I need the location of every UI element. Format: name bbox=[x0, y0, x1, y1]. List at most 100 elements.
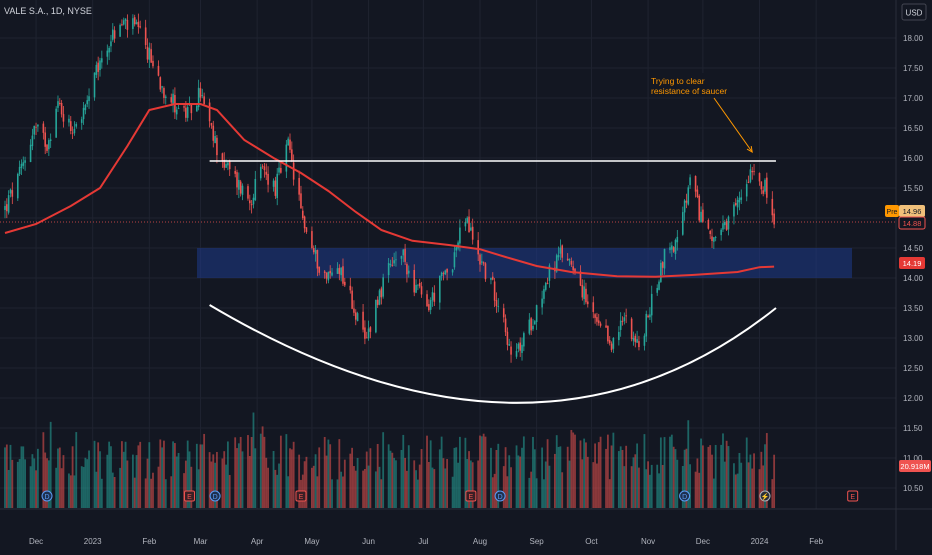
earnings-marker-label: E bbox=[469, 494, 474, 501]
candle-body bbox=[144, 27, 147, 46]
volume-bar bbox=[121, 441, 123, 508]
earnings-marker[interactable] bbox=[465, 490, 477, 502]
candle-body bbox=[638, 341, 640, 348]
dividend-marker-label: D bbox=[213, 494, 218, 501]
volume-bar bbox=[572, 432, 575, 508]
candle-body bbox=[291, 149, 293, 161]
split-marker[interactable] bbox=[759, 490, 771, 502]
candle-body bbox=[687, 187, 690, 205]
candle-body bbox=[300, 193, 302, 209]
price-axis[interactable]: 10.50 11.00 11.50 12.00 12.50 13.00 13.50 14.00… bbox=[903, 34, 924, 493]
volume-bar bbox=[364, 469, 366, 508]
currency-label: USD bbox=[906, 9, 923, 18]
volume-bar bbox=[285, 434, 288, 508]
currency-button[interactable] bbox=[901, 3, 927, 21]
price-tick-label: 14.50 bbox=[903, 244, 924, 253]
candle-body bbox=[607, 325, 609, 342]
candle-body bbox=[446, 268, 448, 273]
volume-bar bbox=[312, 465, 315, 508]
volume-bar bbox=[420, 449, 423, 508]
volume-bar bbox=[762, 465, 765, 508]
candle-body bbox=[88, 96, 90, 102]
volume-bar bbox=[592, 462, 595, 508]
volume-bar bbox=[305, 456, 308, 508]
candle-body bbox=[762, 190, 764, 194]
volume-bar bbox=[570, 429, 573, 508]
candle-body bbox=[159, 77, 162, 90]
volume-bar bbox=[605, 448, 607, 508]
moving-average-line[interactable] bbox=[4, 103, 775, 278]
candle-body bbox=[265, 171, 268, 175]
candle-body bbox=[720, 229, 722, 236]
candle-body bbox=[700, 211, 702, 223]
volume-bar bbox=[696, 458, 699, 508]
candle-body bbox=[546, 282, 549, 284]
volume-bar bbox=[80, 466, 83, 508]
earnings-marker[interactable] bbox=[184, 490, 196, 502]
earnings-marker[interactable] bbox=[295, 490, 307, 502]
volume-tag bbox=[899, 460, 931, 472]
volume-bar bbox=[55, 467, 58, 508]
candle-body bbox=[426, 294, 428, 307]
time-axis[interactable]: Dec 2023 Feb Mar Apr May Jun Jul Aug Sep Oct Nov Dec… bbox=[29, 537, 824, 546]
candle-body bbox=[59, 102, 61, 104]
volume-bar bbox=[93, 440, 96, 508]
candle-body bbox=[725, 221, 728, 230]
event-markers: D D D D E E E ⚡ E bbox=[41, 490, 859, 502]
volume-bar bbox=[438, 449, 441, 508]
volume-bar bbox=[69, 475, 72, 508]
candle-body bbox=[696, 189, 699, 198]
candle-body bbox=[502, 308, 505, 318]
price-tick-label: 13.00 bbox=[903, 334, 924, 343]
volume-bar bbox=[561, 472, 564, 508]
candle-body bbox=[126, 20, 129, 30]
candle-body bbox=[197, 87, 200, 108]
dividend-marker[interactable] bbox=[209, 490, 221, 502]
candle-body bbox=[316, 249, 319, 269]
volume-bar bbox=[497, 443, 500, 508]
candle-body bbox=[431, 292, 434, 301]
candle-body bbox=[99, 60, 101, 71]
volume-bar bbox=[174, 443, 176, 508]
upcoming-earnings-marker[interactable] bbox=[847, 490, 859, 502]
candle-body bbox=[239, 181, 242, 194]
dividend-marker[interactable] bbox=[41, 490, 53, 502]
dividend-marker[interactable] bbox=[494, 490, 506, 502]
volume-bar bbox=[367, 465, 370, 508]
candle-body bbox=[521, 344, 523, 353]
volume-bar bbox=[771, 479, 774, 508]
candle-body bbox=[649, 314, 651, 318]
candle-body bbox=[733, 204, 735, 217]
saucer-curve[interactable] bbox=[209, 304, 777, 404]
candle-body bbox=[636, 339, 638, 343]
candle-body bbox=[543, 289, 545, 299]
candle-body bbox=[605, 325, 607, 328]
candle-body bbox=[221, 153, 224, 162]
volume-bar bbox=[554, 453, 556, 508]
volume-bar bbox=[57, 448, 59, 508]
candle-body bbox=[327, 271, 330, 281]
volume-bar bbox=[214, 462, 216, 508]
volume-bar bbox=[157, 466, 160, 508]
time-tick-label: Jun bbox=[362, 537, 375, 546]
volume-bar bbox=[479, 435, 481, 508]
volume-bar bbox=[669, 436, 671, 508]
volume-bar bbox=[362, 470, 364, 508]
candle-body bbox=[745, 184, 748, 197]
volume-bar bbox=[387, 444, 390, 508]
candle-body bbox=[727, 216, 730, 230]
volume-bar bbox=[111, 472, 114, 508]
volume-bar bbox=[250, 437, 253, 508]
candle-body bbox=[630, 318, 633, 339]
volume-bar bbox=[148, 442, 151, 508]
candle-body bbox=[420, 286, 423, 295]
candle-body bbox=[625, 315, 627, 317]
candle-body bbox=[272, 180, 275, 187]
candle-body bbox=[177, 107, 180, 109]
volume-bar bbox=[490, 447, 492, 508]
candle-body bbox=[137, 21, 140, 28]
volume-bar bbox=[647, 461, 649, 508]
volume-bar bbox=[464, 437, 467, 508]
dividend-marker[interactable] bbox=[679, 490, 691, 502]
